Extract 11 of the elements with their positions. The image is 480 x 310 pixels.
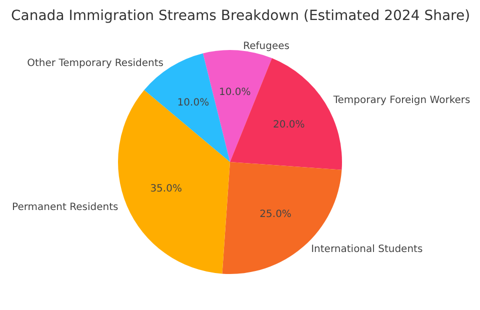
slice-label: Refugees bbox=[243, 40, 290, 52]
data-label: 10.0% bbox=[218, 87, 251, 98]
slice-label: Other Temporary Residents bbox=[27, 58, 164, 70]
data-label: 25.0% bbox=[260, 208, 292, 220]
chart-title: Canada Immigration Streams Breakdown (Estimated 2024 Share) bbox=[11, 8, 470, 24]
data-label: 20.0% bbox=[273, 120, 305, 131]
data-label: 10.0% bbox=[177, 98, 210, 109]
slice-label: Permanent Residents bbox=[12, 202, 118, 213]
data-label: 35.0% bbox=[150, 184, 182, 195]
slice-label: Temporary Foreign Workers bbox=[332, 95, 470, 106]
slice-label: International Students bbox=[311, 244, 423, 256]
